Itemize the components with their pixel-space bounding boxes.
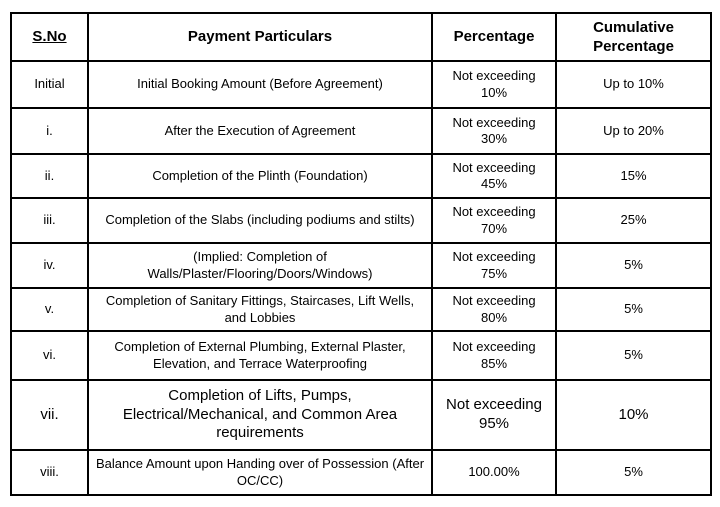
cell-cumulative: 5% [555, 242, 712, 289]
cell-percentage: Not exceeding 45% [431, 153, 557, 199]
column-header-sno: S.No [10, 12, 89, 62]
table-row-initial: Initial Initial Booking Amount (Before A… [10, 60, 712, 109]
cell-cumulative: 15% [555, 153, 712, 199]
cell-sno: Initial [10, 60, 89, 109]
cell-sno: iv. [10, 242, 89, 289]
payment-schedule-table: S.No Payment Particulars Percentage Cumu… [10, 12, 712, 496]
cell-particulars: Balance Amount upon Handing over of Poss… [87, 449, 433, 496]
cell-sno: ii. [10, 153, 89, 199]
cell-particulars: Completion of Lifts, Pumps, Electrical/M… [87, 379, 433, 451]
column-header-sno-label: S.No [32, 28, 67, 46]
cell-sno: i. [10, 107, 89, 155]
column-header-cumulative: Cumulative Percentage [555, 12, 712, 62]
cell-particulars: Completion of the Plinth (Foundation) [87, 153, 433, 199]
cell-cumulative: 10% [555, 379, 712, 451]
cell-percentage-text: Not exceeding 95% [446, 396, 542, 432]
table-row-vi: vi. Completion of External Plumbing, Ext… [10, 330, 712, 381]
cell-cumulative: 5% [555, 449, 712, 496]
cell-cumulative: 5% [555, 287, 712, 332]
column-header-particulars: Payment Particulars [87, 12, 433, 62]
cell-percentage: Not exceeding 75% [431, 242, 557, 289]
table-row-ii: ii. Completion of the Plinth (Foundation… [10, 153, 712, 199]
cell-cumulative: Up to 20% [555, 107, 712, 155]
cell-sno: viii. [10, 449, 89, 496]
cell-percentage-text: Not exceeding 10% [452, 68, 536, 100]
cell-cumulative: 25% [555, 197, 712, 244]
table-row-iii: iii. Completion of the Slabs (including … [10, 197, 712, 244]
column-header-percentage: Percentage [431, 12, 557, 62]
table-row-vii: vii. Completion of Lifts, Pumps, Electri… [10, 379, 712, 451]
cell-particulars: Completion of Sanitary Fittings, Stairca… [87, 287, 433, 332]
cell-particulars: Initial Booking Amount (Before Agreement… [87, 60, 433, 109]
column-header-cumulative-label: Cumulative Percentage [593, 18, 674, 56]
cell-percentage: Not exceeding 95% [431, 379, 557, 451]
column-header-percentage-label: Percentage [453, 28, 535, 46]
cell-sno: iii. [10, 197, 89, 244]
cell-particulars: Completion of the Slabs (including podiu… [87, 197, 433, 244]
cell-percentage-text: Not exceeding 75% [452, 249, 536, 281]
cell-cumulative: 5% [555, 330, 712, 381]
table-row-viii: viii. Balance Amount upon Handing over o… [10, 449, 712, 496]
table-row-v: v. Completion of Sanitary Fittings, Stai… [10, 287, 712, 332]
cell-particulars: Completion of External Plumbing, Externa… [87, 330, 433, 381]
cell-percentage: Not exceeding 70% [431, 197, 557, 244]
cell-percentage-text: Not exceeding 30% [452, 114, 536, 146]
column-header-particulars-label: Payment Particulars [187, 28, 333, 46]
cell-percentage-text: Not exceeding 80% [452, 293, 536, 325]
cell-percentage-text: Not exceeding 70% [452, 204, 536, 236]
cell-sno: vi. [10, 330, 89, 381]
cell-cumulative: Up to 10% [555, 60, 712, 109]
table-row-i: i. After the Execution of Agreement Not … [10, 107, 712, 155]
header-row: S.No Payment Particulars Percentage Cumu… [10, 12, 712, 62]
cell-sno: v. [10, 287, 89, 332]
cell-percentage-text: 100.00% [468, 464, 520, 480]
cell-percentage: 100.00% [431, 449, 557, 496]
cell-percentage: Not exceeding 10% [431, 60, 557, 109]
cell-percentage: Not exceeding 30% [431, 107, 557, 155]
cell-sno: vii. [10, 379, 89, 451]
cell-percentage-text: Not exceeding 45% [452, 159, 536, 191]
table-row-iv: iv. (Implied: Completion of Walls/Plaste… [10, 242, 712, 289]
cell-percentage: Not exceeding 85% [431, 330, 557, 381]
cell-particulars: (Implied: Completion of Walls/Plaster/Fl… [87, 242, 433, 289]
cell-percentage-text: Not exceeding 85% [452, 339, 536, 371]
cell-particulars: After the Execution of Agreement [87, 107, 433, 155]
cell-percentage: Not exceeding 80% [431, 287, 557, 332]
